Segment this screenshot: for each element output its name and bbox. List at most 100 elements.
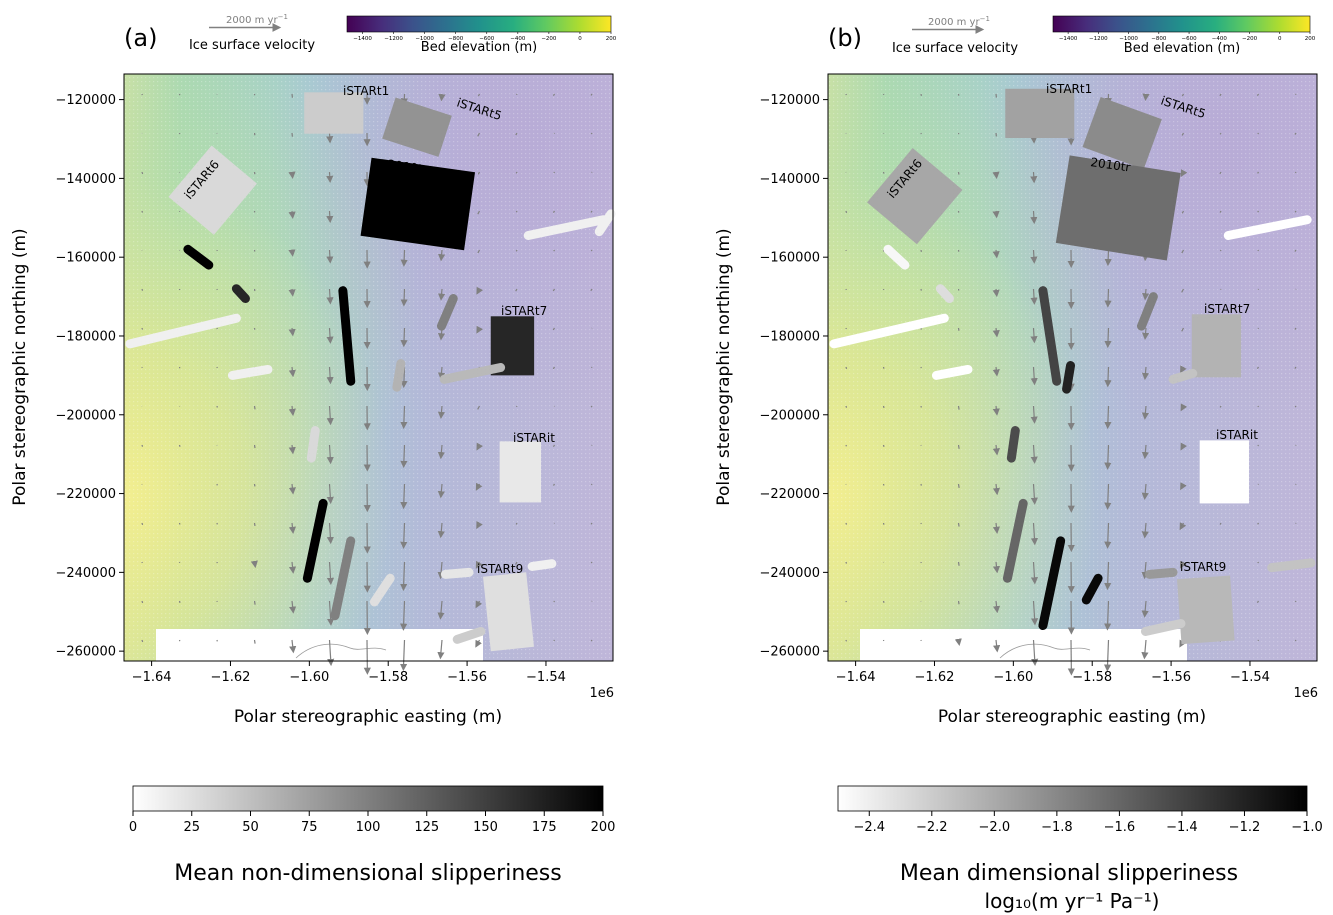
velocity-arrow	[992, 600, 1001, 614]
velocity-arrow	[993, 639, 1001, 653]
velocity-arrow	[475, 600, 483, 609]
velocity-arrow	[476, 286, 483, 295]
slip-tick-label: 150	[473, 820, 498, 835]
survey-track	[935, 284, 954, 304]
velocity-arrow	[1030, 366, 1038, 386]
survey-track	[227, 364, 273, 380]
survey-track	[1168, 368, 1198, 384]
velocity-arrow	[1257, 444, 1260, 447]
velocity-arrow	[1104, 444, 1112, 470]
x-tick-label: −1.58	[1072, 670, 1112, 685]
y-tick-label: −180000	[55, 329, 116, 344]
slip-tick-label: −1.2	[1229, 820, 1261, 835]
survey-track	[302, 498, 328, 583]
velocity-arrow	[400, 600, 408, 631]
velocity-arrow	[590, 132, 593, 135]
velocity-arrow	[477, 210, 481, 215]
survey-patch	[1005, 88, 1075, 139]
survey-track	[931, 364, 973, 380]
velocity-arrow	[475, 482, 483, 491]
grounding-line	[295, 643, 387, 659]
velocity-arrow	[992, 483, 1001, 496]
velocity-arrow	[515, 249, 518, 252]
panel-label: (a)	[124, 24, 157, 52]
y-axis-ticks: −120000 −140000 −160000 −180000 −200000 −2200…	[759, 93, 828, 660]
slip-tick-label: −2.0	[979, 820, 1011, 835]
survey-track	[1081, 573, 1103, 605]
bed-tick-label: −800	[1151, 36, 1167, 42]
survey-track	[1140, 619, 1186, 636]
survey-track	[369, 573, 395, 607]
velocity-arrow	[1179, 522, 1187, 531]
survey-patch	[382, 97, 452, 157]
x-axis-label: Polar stereographic easting (m)	[234, 707, 502, 727]
velocity-arrow	[1181, 327, 1185, 332]
survey-patches	[168, 92, 542, 652]
survey-track	[1038, 286, 1062, 386]
velocity-arrow	[1256, 366, 1260, 370]
slip-tick-label: −2.2	[916, 820, 948, 835]
slip-tick-label: −1.8	[1041, 820, 1073, 835]
velocity-arrow	[1219, 249, 1222, 252]
velocity-arrow	[1294, 327, 1297, 330]
survey-track	[440, 567, 474, 579]
velocity-arrow	[552, 93, 556, 96]
velocity-arrow	[1104, 522, 1112, 549]
velocity-arrow	[326, 249, 334, 264]
velocity-arrow	[437, 522, 445, 539]
velocity-arrow	[957, 522, 960, 527]
panel-b: (b) 2000 m yr−1 Ice surface velocity −14…	[714, 15, 1323, 913]
velocity-arrow	[515, 171, 518, 174]
velocity-arrow	[400, 522, 408, 549]
bed-colorbar-bar	[346, 15, 612, 33]
y-tick-label: −220000	[759, 487, 820, 502]
velocity-arrow	[1181, 93, 1185, 97]
survey-patch	[304, 92, 364, 134]
velocity-arrow	[288, 210, 296, 220]
survey-patch	[483, 572, 534, 652]
slip-tick-label: −1.4	[1166, 820, 1198, 835]
velocity-arrow	[400, 327, 408, 348]
velocity-arrow	[992, 522, 1001, 534]
y-tick-label: −120000	[759, 93, 820, 108]
slipperiness-colorbar: −2.4 −2.2 −2.0 −1.8 −1.6 −1.4 −1.2 −1.0 Mean di…	[837, 785, 1323, 913]
bed-colorbar-ticks: −1400 −1200 −1000 −800 −600 −400 −200 0 200	[353, 32, 617, 42]
velocity-arrow	[1030, 600, 1039, 626]
survey-patch	[168, 145, 257, 235]
velocity-arrow	[253, 639, 256, 644]
velocity-arrow	[553, 249, 556, 252]
survey-label: 2010tr	[1090, 155, 1132, 174]
velocity-arrow	[590, 522, 593, 525]
map-axes: iSTARt1 iSTARt5 2010tr iSTARt6 iSTARt7 i…	[10, 73, 616, 727]
slip-colorbar-bar	[132, 785, 604, 812]
velocity-arrow	[1294, 366, 1297, 369]
bed-tick-label: 0	[1278, 36, 1282, 42]
velocity-arrow	[1257, 405, 1260, 408]
velocity-arrow	[1104, 366, 1112, 388]
velocity-arrow	[477, 249, 481, 254]
velocity-arrow	[1104, 600, 1112, 631]
bed-colorbar-title: Bed elevation (m)	[421, 40, 537, 55]
velocity-arrow	[1294, 132, 1297, 135]
x-tick-label: −1.56	[447, 670, 487, 685]
velocity-arrow	[1141, 327, 1150, 341]
velocity-arrow	[326, 288, 334, 305]
velocity-arrow	[141, 522, 144, 526]
survey-track	[392, 359, 406, 392]
velocity-arrow	[477, 93, 481, 97]
survey-track	[527, 559, 557, 571]
bed-tick-label: 200	[1305, 36, 1316, 42]
velocity-arrow	[1141, 483, 1149, 501]
velocity-arrow	[437, 483, 445, 499]
velocity-arrow	[1030, 249, 1038, 264]
velocity-arrow	[1294, 600, 1297, 603]
velocity-scale-label: 2000 m yr−1	[226, 13, 288, 26]
bed-tick-label: −1400	[1059, 36, 1078, 42]
velocity-arrow	[326, 561, 335, 586]
velocity-arrow	[326, 171, 334, 184]
bed-tick-label: −600	[1182, 36, 1198, 42]
survey-track	[1062, 361, 1076, 394]
velocity-arrow	[1181, 288, 1185, 293]
velocity-arrow	[992, 405, 1000, 416]
